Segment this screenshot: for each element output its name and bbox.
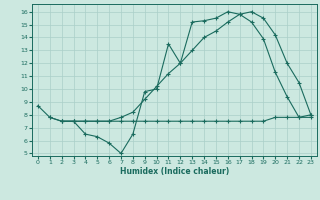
X-axis label: Humidex (Indice chaleur): Humidex (Indice chaleur) <box>120 167 229 176</box>
